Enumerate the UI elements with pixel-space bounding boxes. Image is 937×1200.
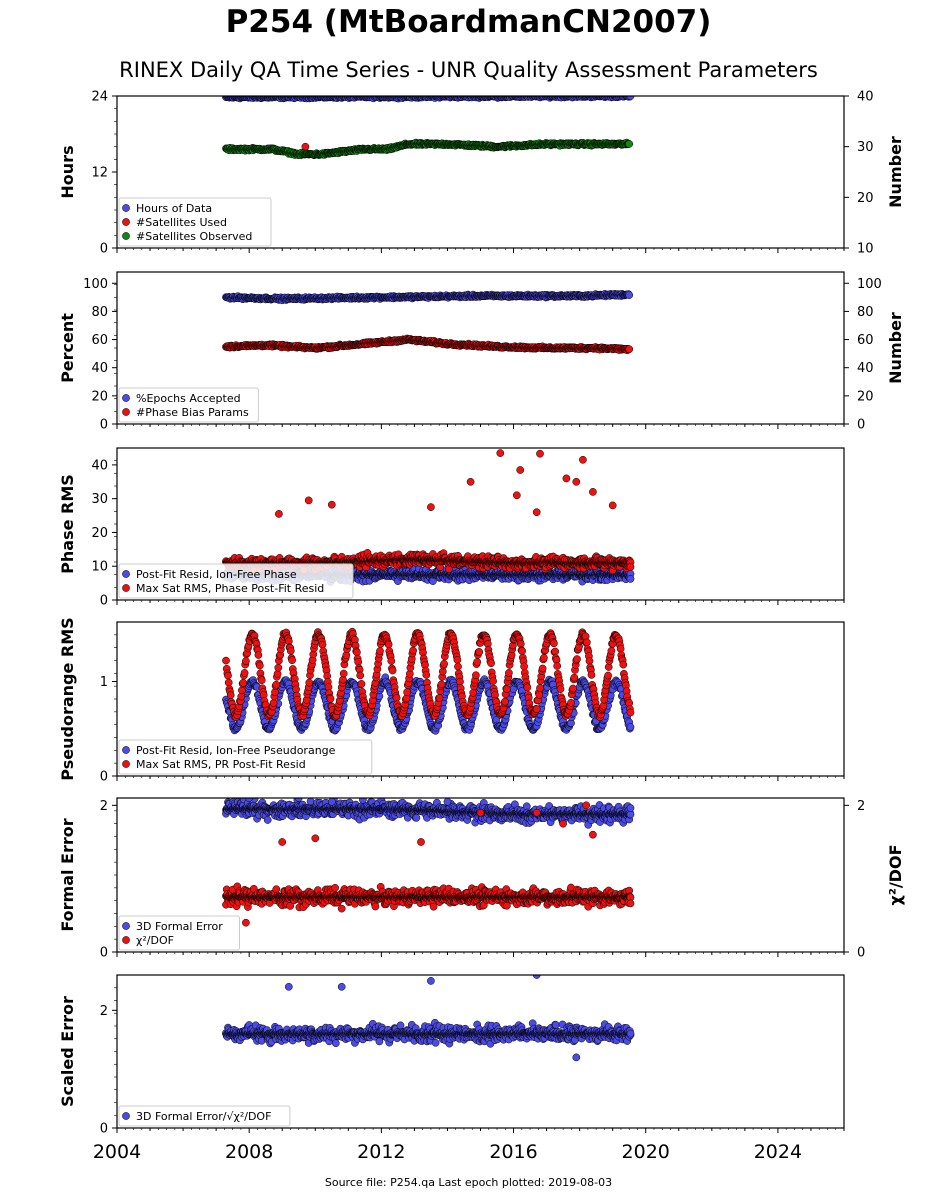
y2-tick-label: 20 bbox=[857, 389, 874, 404]
panel-points bbox=[222, 96, 635, 160]
y-tick-label: 12 bbox=[91, 166, 108, 181]
y2-tick-label: 0 bbox=[857, 418, 865, 433]
y2-tick-label: 20 bbox=[857, 191, 874, 206]
legend-marker bbox=[122, 232, 130, 240]
series-2 bbox=[222, 334, 634, 355]
panel-2: 0 20 40 60 80 100 0 20 40 60 80 100 Percent Number %Ep… bbox=[58, 271, 905, 433]
y-tick-label: 24 bbox=[91, 90, 108, 105]
series-1 bbox=[222, 96, 635, 103]
data-point bbox=[625, 140, 634, 148]
legend-label: %Epochs Accepted bbox=[136, 392, 241, 405]
chart-subtitle: RINEX Daily QA Time Series - UNR Quality… bbox=[119, 58, 818, 82]
series-1 bbox=[222, 289, 634, 305]
y2-tick-label: 60 bbox=[857, 333, 874, 348]
y2-tick-label: 80 bbox=[857, 305, 874, 320]
data-point bbox=[626, 575, 635, 583]
y2-tick-label: 40 bbox=[857, 361, 874, 376]
legend-marker bbox=[122, 218, 130, 226]
data-point bbox=[429, 577, 437, 585]
legend-marker bbox=[122, 408, 130, 416]
y2-tick-label: 100 bbox=[857, 277, 882, 292]
legend: Hours of Data#Satellites Used#Satellites… bbox=[118, 197, 272, 247]
y2-axis-label: Number bbox=[886, 136, 905, 208]
y2-axis-label: Number bbox=[886, 312, 905, 384]
legend: %Epochs Accepted#Phase Bias Params bbox=[118, 387, 259, 423]
legend-label: #Satellites Used bbox=[136, 216, 227, 229]
y-tick-label: 60 bbox=[91, 333, 108, 348]
y2-tick-label: 10 bbox=[857, 242, 874, 257]
y2-tick-label: 40 bbox=[857, 90, 874, 105]
y-tick-label: 80 bbox=[91, 305, 108, 320]
legend-marker bbox=[122, 394, 130, 402]
y-axis-label: Percent bbox=[58, 313, 77, 383]
y-tick-label: 100 bbox=[83, 277, 108, 292]
series-3 bbox=[222, 138, 634, 160]
legend-label: Hours of Data bbox=[136, 202, 212, 215]
series-2 bbox=[222, 449, 635, 575]
legend-box bbox=[118, 197, 272, 247]
y-tick-label: 0 bbox=[100, 418, 108, 433]
data-point bbox=[625, 345, 634, 354]
y-tick-label: 20 bbox=[91, 389, 108, 404]
y-tick-label: 40 bbox=[91, 361, 108, 376]
legend-marker bbox=[122, 204, 130, 212]
panel-points bbox=[222, 289, 634, 355]
chart-title: P254 (MtBoardmanCN2007) bbox=[225, 4, 712, 40]
data-point bbox=[625, 291, 634, 299]
legend-label: #Satellites Observed bbox=[136, 230, 252, 243]
y-axis-label: Hours bbox=[58, 145, 77, 198]
y-tick-label: 0 bbox=[100, 242, 108, 257]
y2-tick-label: 30 bbox=[857, 140, 874, 155]
legend-label: #Phase Bias Params bbox=[136, 406, 249, 419]
